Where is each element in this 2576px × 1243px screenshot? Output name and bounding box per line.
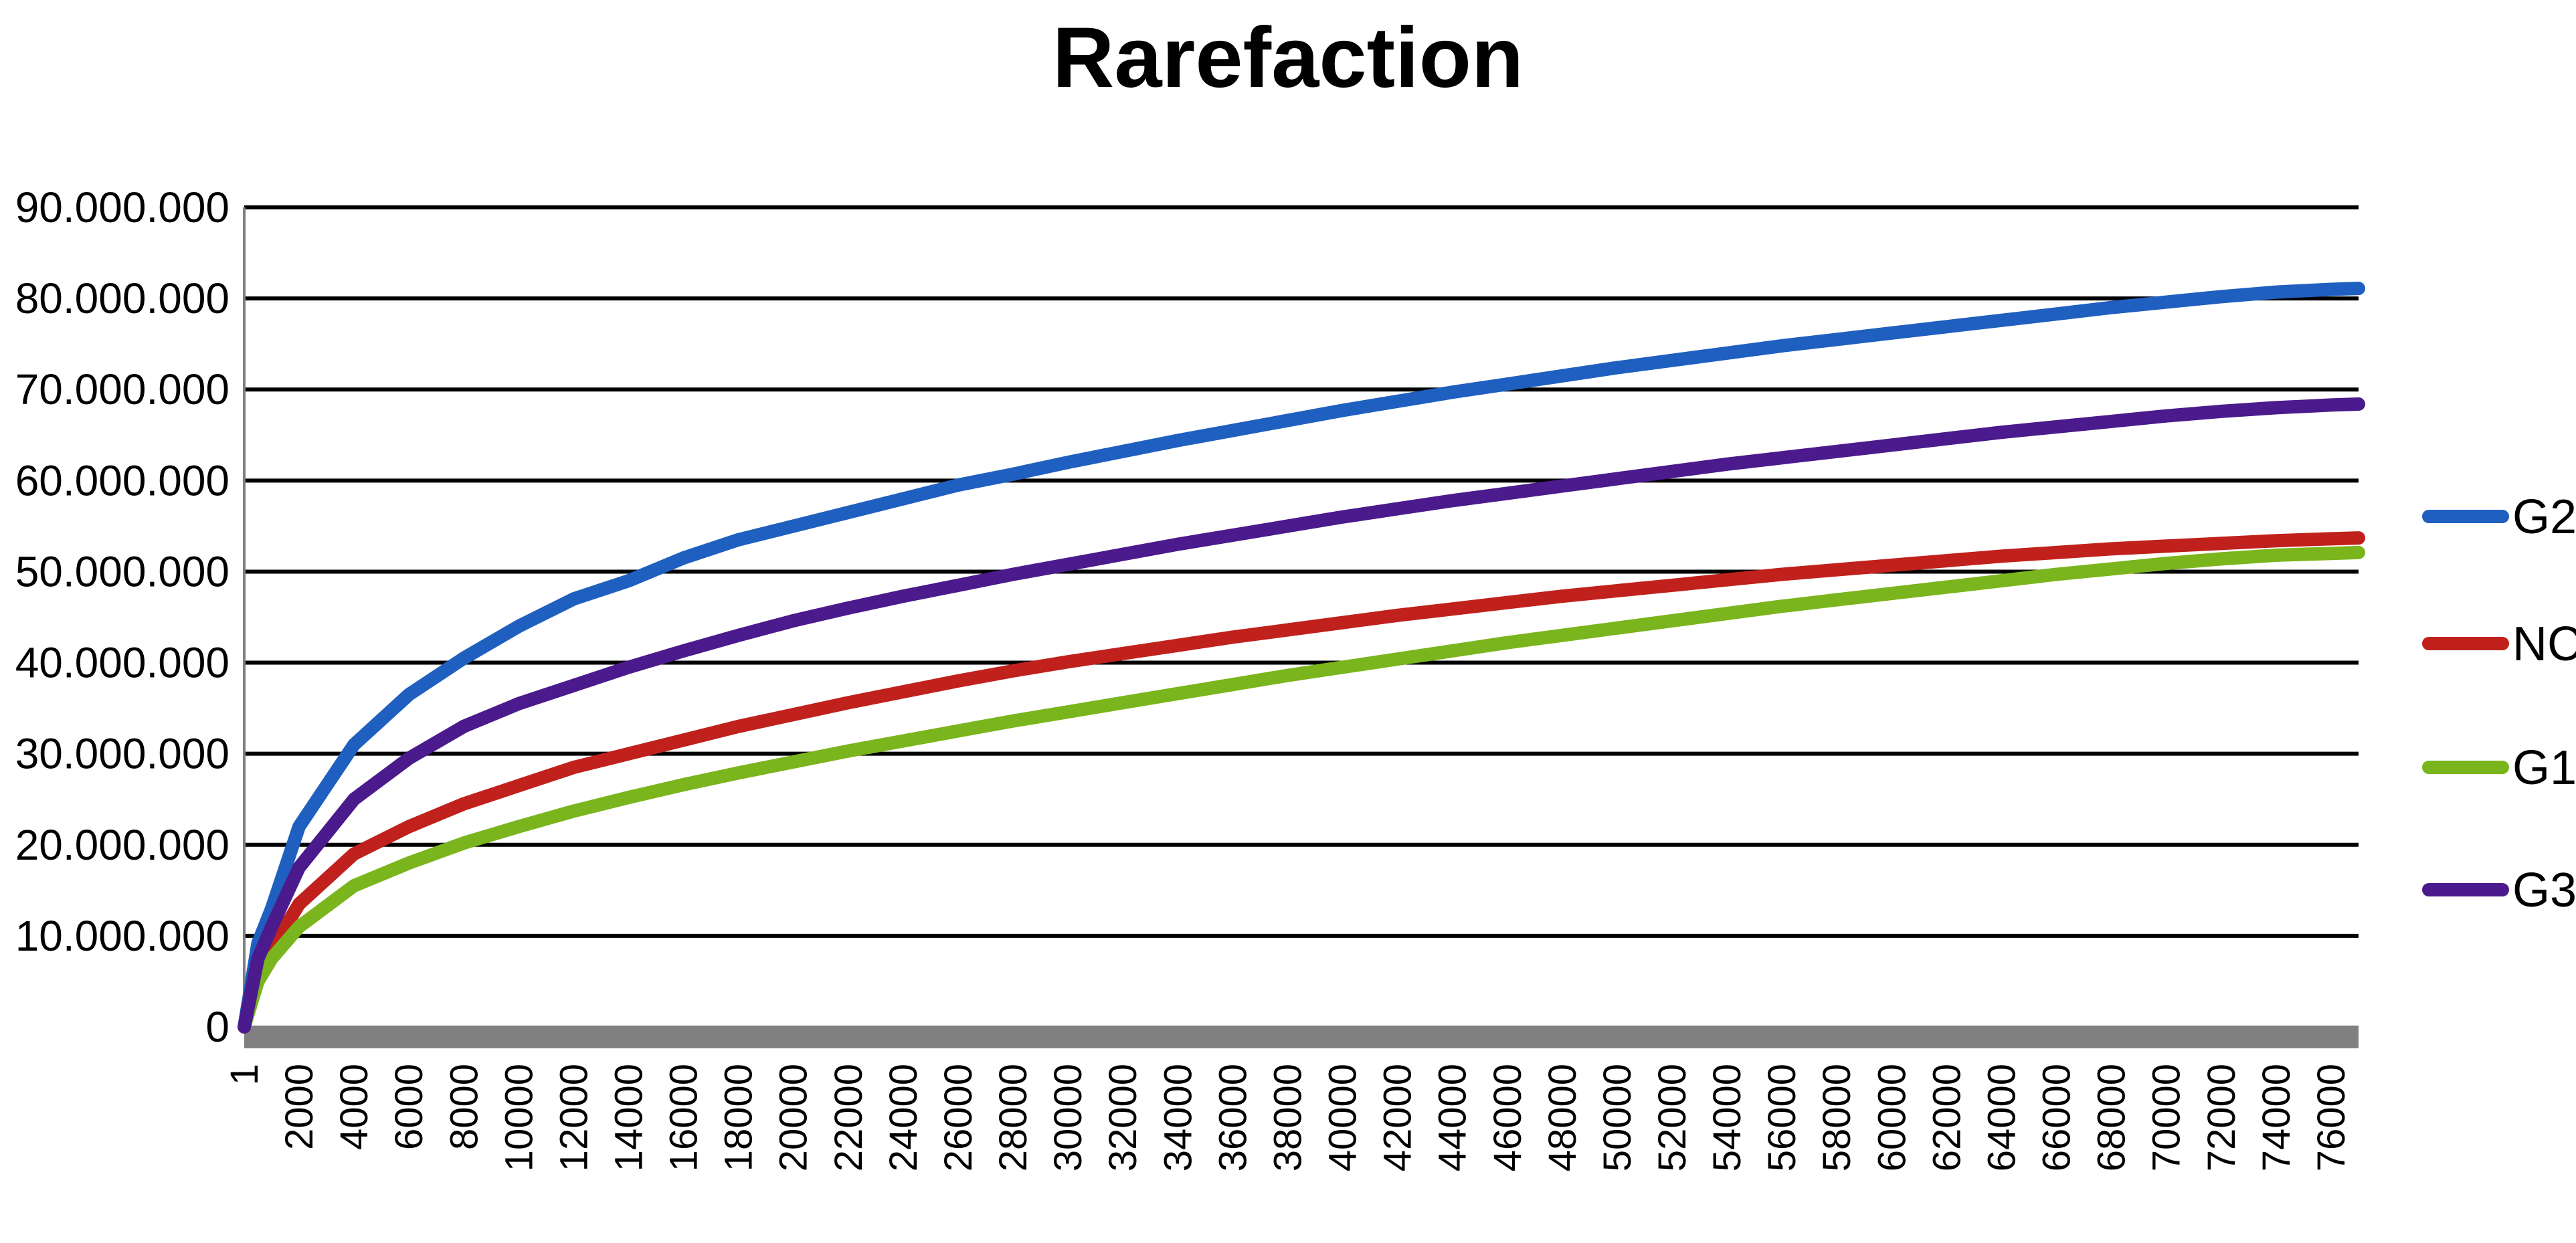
x-tick-label: 60000 <box>1870 1064 1914 1171</box>
x-tick-label: 40000 <box>1321 1064 1365 1171</box>
chart-title: Rarefaction <box>1052 10 1524 106</box>
legend: G2 NC G1 G3 <box>2422 490 2576 917</box>
x-axis-tick-labels: 1 2000 4000 6000 8000 10000 12000 14000 16000 180… <box>223 1064 2353 1171</box>
x-tick-label: 64000 <box>1980 1064 2023 1171</box>
series-lines <box>238 282 2365 1034</box>
y-tick-label: 20.000.000 <box>15 821 229 869</box>
x-tick-label: 54000 <box>1706 1064 1749 1171</box>
y-tick-label: 90.000.000 <box>15 183 229 231</box>
x-tick-label: 36000 <box>1211 1064 1255 1171</box>
x-tick-label: 70000 <box>2145 1064 2189 1171</box>
x-tick-label: 56000 <box>1760 1064 1804 1171</box>
grid-lines <box>244 205 2359 938</box>
y-axis-tick-labels: 0 10.000.000 20.000.000 30.000.000 40.000.00… <box>15 183 229 1051</box>
x-tick-label: 12000 <box>552 1064 595 1171</box>
x-tick-label: 28000 <box>992 1064 1035 1171</box>
y-tick-label: 40.000.000 <box>15 639 229 687</box>
x-tick-label: 76000 <box>2310 1064 2353 1171</box>
x-axis-floor <box>244 1026 2359 1048</box>
y-tick-label: 50.000.000 <box>15 547 229 595</box>
y-tick-label: 10.000.000 <box>15 912 229 960</box>
series-line-g3 <box>238 397 2365 1034</box>
x-tick-label: 8000 <box>442 1064 486 1150</box>
x-tick-label: 22000 <box>827 1064 870 1171</box>
x-tick-label: 24000 <box>882 1064 925 1171</box>
legend-label-g3: G3 <box>2512 864 2576 917</box>
x-tick-label: 62000 <box>1925 1064 1968 1171</box>
series-line-g1 <box>238 545 2365 1034</box>
legend-label-nc: NC <box>2512 617 2576 671</box>
x-tick-label: 46000 <box>1486 1064 1530 1171</box>
x-tick-label: 26000 <box>937 1064 980 1171</box>
x-tick-label: 6000 <box>387 1064 431 1150</box>
x-tick-label: 10000 <box>497 1064 541 1171</box>
y-tick-label: 80.000.000 <box>15 274 229 322</box>
y-tick-label: 60.000.000 <box>15 456 229 504</box>
legend-label-g1: G1 <box>2512 741 2576 795</box>
legend-label-g2: G2 <box>2512 490 2576 544</box>
y-tick-label: 0 <box>205 1003 229 1051</box>
x-tick-label: 18000 <box>717 1064 761 1171</box>
x-tick-label: 48000 <box>1541 1064 1584 1171</box>
x-tick-label: 52000 <box>1651 1064 1694 1171</box>
x-tick-label: 38000 <box>1266 1064 1309 1171</box>
x-tick-label: 34000 <box>1156 1064 1200 1171</box>
x-tick-label: 14000 <box>608 1064 651 1171</box>
series-line-nc <box>238 531 2365 1034</box>
axes <box>243 207 2359 1048</box>
y-tick-label: 70.000.000 <box>15 365 229 413</box>
x-tick-label: 30000 <box>1046 1064 1090 1171</box>
x-tick-label: 32000 <box>1101 1064 1145 1171</box>
x-tick-label: 44000 <box>1431 1064 1475 1171</box>
x-tick-label: 16000 <box>662 1064 706 1171</box>
x-tick-label: 42000 <box>1376 1064 1420 1171</box>
x-tick-label: 66000 <box>2035 1064 2079 1171</box>
x-tick-label: 2000 <box>278 1064 321 1150</box>
series-line-g2 <box>238 282 2365 1034</box>
x-tick-label: 72000 <box>2200 1064 2243 1171</box>
x-tick-label: 1 <box>223 1064 266 1085</box>
x-tick-label: 58000 <box>1815 1064 1859 1171</box>
y-tick-label: 30.000.000 <box>15 730 229 778</box>
x-tick-label: 74000 <box>2255 1064 2298 1171</box>
x-tick-label: 4000 <box>333 1064 376 1150</box>
x-tick-label: 20000 <box>772 1064 816 1171</box>
x-tick-label: 68000 <box>2090 1064 2134 1171</box>
x-tick-label: 50000 <box>1596 1064 1639 1171</box>
